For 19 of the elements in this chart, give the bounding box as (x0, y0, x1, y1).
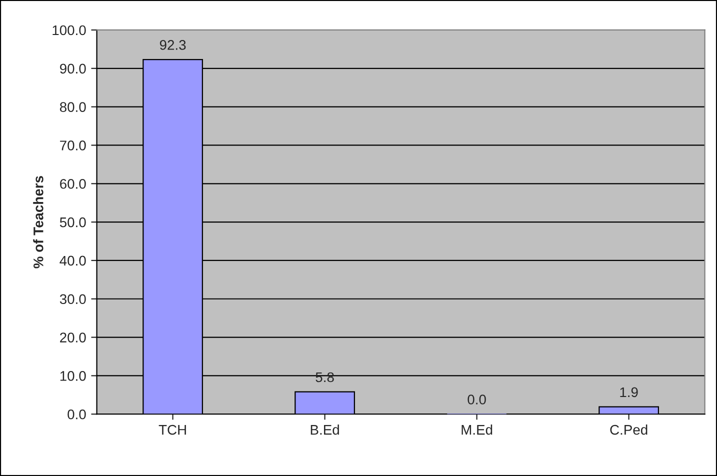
x-tick-label: B.Ed (310, 424, 339, 435)
data-label: 1.9 (620, 387, 638, 398)
x-tick-label: C.Ped (610, 424, 648, 435)
data-label: 0.0 (468, 394, 486, 404)
y-tick-label: 60.0 (60, 178, 86, 189)
y-tick-label: 70.0 (60, 140, 86, 150)
y-tick-label: 30.0 (60, 294, 86, 304)
y-tick-label: 10.0 (60, 371, 86, 381)
y-tick-label: 40.0 (60, 256, 86, 266)
y-axis-title: % of Teachers (33, 176, 44, 268)
y-tick-label: 0.0 (68, 409, 86, 420)
y-tick-label: 80.0 (60, 102, 86, 112)
y-tick-label: 50.0 (60, 217, 86, 228)
data-label: 92.3 (160, 40, 186, 50)
x-tick-label: TCH (158, 424, 186, 435)
y-tick-label: 100.0 (52, 25, 86, 36)
y-tick-label: 90.0 (60, 64, 86, 74)
x-tick-label: M.Ed (462, 424, 492, 435)
y-tick-label: 20.0 (60, 332, 86, 342)
